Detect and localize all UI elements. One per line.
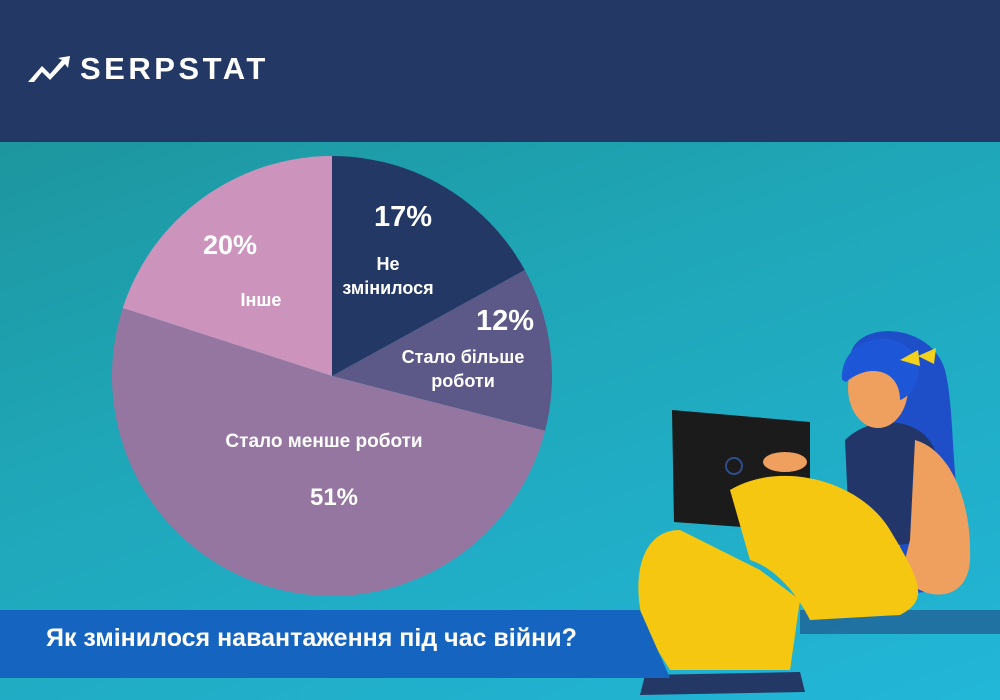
slice-label-less-work: Стало менше роботи (225, 431, 422, 452)
slice-label-more-work: Стало більше роботи (402, 347, 525, 391)
slice-value-no-change: 17% (374, 201, 432, 233)
woman-with-laptop-illustration (638, 331, 1000, 695)
title-banner (0, 610, 670, 678)
slice-value-more-work: 12% (476, 305, 534, 337)
serpstat-logo: SERPSTAT (28, 51, 269, 86)
slice-label-no-change: Не змінилося (342, 254, 433, 298)
slice-label-other: Інше (241, 290, 282, 310)
pie-slice-more-work (332, 270, 552, 431)
pie-slice-no-change (332, 156, 525, 376)
pie-slice-less-work (111, 308, 546, 597)
slice-value-other: 20% (203, 230, 257, 260)
brand-name: SERPSTAT (80, 51, 269, 86)
header-bar: SERPSTAT (0, 0, 1000, 142)
chart-title: Як змінилося навантаження під час війни? (46, 624, 577, 652)
serpstat-arrow-icon (28, 56, 70, 82)
pie-slice-other (122, 156, 332, 376)
slice-value-less-work: 51% (310, 484, 358, 511)
